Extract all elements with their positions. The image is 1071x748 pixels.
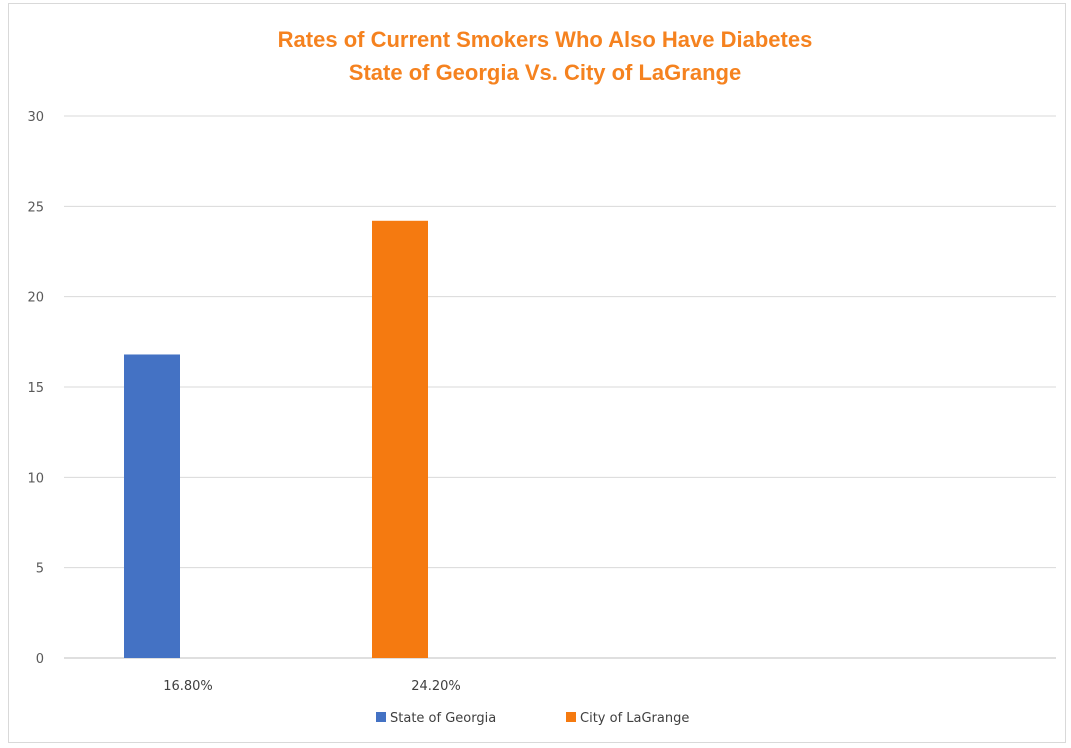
category-label: 16.80% <box>163 679 213 694</box>
y-tick-label: 15 <box>27 381 44 396</box>
chart-subtitle: State of Georgia Vs. City of LaGrange <box>349 60 741 85</box>
bar-city-of-lagrange <box>372 220 428 658</box>
y-tick-label: 20 <box>27 291 44 306</box>
y-tick-label: 30 <box>27 110 44 125</box>
legend: State of Georgia City of LaGrange <box>376 711 689 726</box>
legend-entry: City of LaGrange <box>580 711 689 726</box>
y-tick-label: 5 <box>36 562 44 577</box>
y-tick-label: 10 <box>27 471 44 486</box>
bars <box>124 220 428 658</box>
legend-swatch <box>376 712 386 722</box>
y-tick-label: 0 <box>36 652 44 667</box>
y-tick-label: 25 <box>27 200 44 215</box>
gridlines <box>64 115 1056 659</box>
bar-state-of-georgia <box>124 354 180 658</box>
legend-entry: State of Georgia <box>390 711 496 726</box>
category-labels: 16.80% 24.20% <box>163 679 461 694</box>
chart-title: Rates of Current Smokers Who Also Have D… <box>278 27 813 52</box>
y-axis-ticks: 0 5 10 15 20 25 30 <box>27 110 44 667</box>
category-label: 24.20% <box>411 679 461 694</box>
chart-frame <box>8 3 1066 743</box>
legend-swatch <box>566 712 576 722</box>
